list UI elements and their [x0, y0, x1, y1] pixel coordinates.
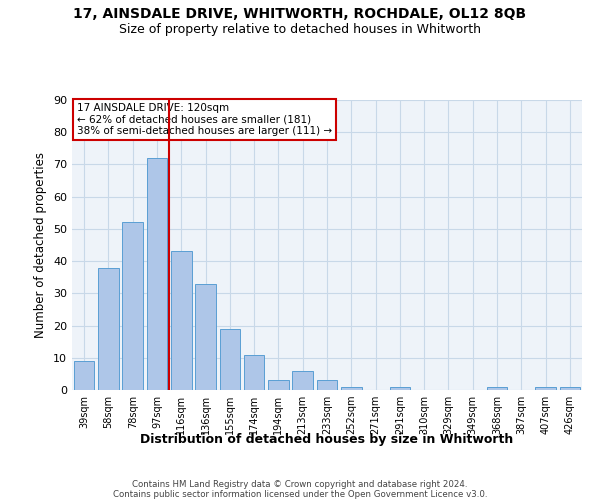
Text: 17, AINSDALE DRIVE, WHITWORTH, ROCHDALE, OL12 8QB: 17, AINSDALE DRIVE, WHITWORTH, ROCHDALE,… — [73, 8, 527, 22]
Bar — [146, 158, 167, 390]
Text: Distribution of detached houses by size in Whitworth: Distribution of detached houses by size … — [140, 432, 514, 446]
Bar — [122, 222, 143, 390]
Bar — [171, 252, 191, 390]
Bar — [98, 268, 119, 390]
Bar — [487, 387, 508, 390]
Text: Size of property relative to detached houses in Whitworth: Size of property relative to detached ho… — [119, 22, 481, 36]
Bar — [389, 387, 410, 390]
Bar — [268, 380, 289, 390]
Y-axis label: Number of detached properties: Number of detached properties — [34, 152, 47, 338]
Bar — [341, 387, 362, 390]
Bar — [317, 380, 337, 390]
Bar — [195, 284, 216, 390]
Bar — [535, 387, 556, 390]
Bar — [220, 329, 240, 390]
Text: Contains HM Land Registry data © Crown copyright and database right 2024.
Contai: Contains HM Land Registry data © Crown c… — [113, 480, 487, 500]
Bar — [560, 387, 580, 390]
Bar — [244, 354, 265, 390]
Bar — [74, 361, 94, 390]
Text: 17 AINSDALE DRIVE: 120sqm
← 62% of detached houses are smaller (181)
38% of semi: 17 AINSDALE DRIVE: 120sqm ← 62% of detac… — [77, 103, 332, 136]
Bar — [292, 370, 313, 390]
